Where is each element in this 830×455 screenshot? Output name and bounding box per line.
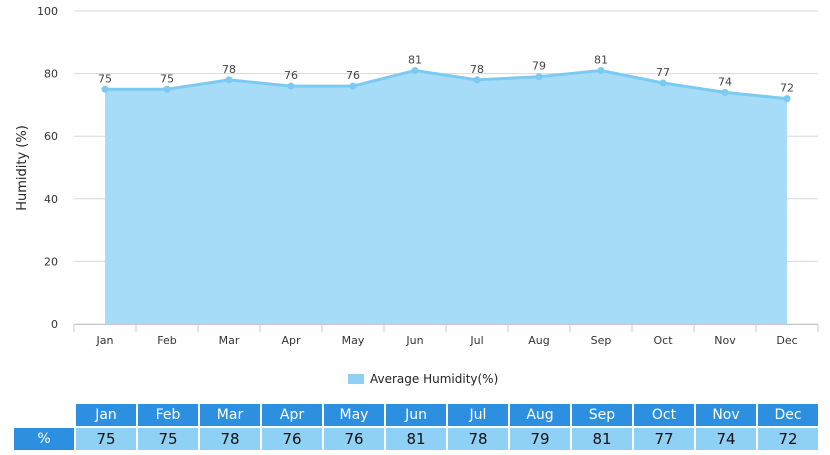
data-label: 81 bbox=[408, 53, 422, 66]
table-value-cell: 78 bbox=[200, 428, 260, 450]
data-point[interactable] bbox=[411, 66, 419, 74]
table-value-cell: 75 bbox=[76, 428, 136, 450]
x-tick-label: May bbox=[342, 334, 365, 347]
table-month-header: Mar bbox=[200, 404, 260, 426]
x-tick-label: Sep bbox=[591, 334, 612, 347]
y-tick-label: 40 bbox=[44, 193, 58, 206]
table-month-header: Dec bbox=[758, 404, 818, 426]
table-value-cell: 72 bbox=[758, 428, 818, 450]
x-tick-label: Jul bbox=[469, 334, 483, 347]
table-month-header: Feb bbox=[138, 404, 198, 426]
x-tick-label: Nov bbox=[714, 334, 736, 347]
area-series bbox=[101, 66, 791, 324]
table-month-header: Apr bbox=[262, 404, 322, 426]
data-label: 75 bbox=[98, 72, 112, 85]
series-line bbox=[105, 68, 788, 101]
y-axis-title: Humidity (%) bbox=[15, 125, 30, 211]
y-tick-label: 80 bbox=[44, 68, 58, 81]
y-tick-label: 60 bbox=[44, 130, 58, 143]
table-month-header: Jul bbox=[448, 404, 508, 426]
table-value-cell: 81 bbox=[572, 428, 632, 450]
x-tick-label: Apr bbox=[281, 334, 301, 347]
table-month-header: May bbox=[324, 404, 384, 426]
humidity-chart: 0 20 40 60 80 100 Jan Feb Mar Apr May Jun Jul Aug Sep O… bbox=[15, 5, 819, 347]
data-point[interactable] bbox=[163, 85, 171, 93]
data-labels: 75 75 78 76 76 81 78 79 81 77 74 72 bbox=[98, 53, 794, 94]
data-point[interactable] bbox=[349, 82, 357, 90]
table-month-header: Aug bbox=[510, 404, 570, 426]
y-tick-label: 100 bbox=[37, 5, 58, 18]
data-point[interactable] bbox=[473, 76, 481, 84]
table-header-row: Jan Feb Mar Apr May Jun Jul Aug Sep Oct Nov Dec bbox=[14, 404, 818, 426]
table-month-header: Sep bbox=[572, 404, 632, 426]
table-value-cell: 79 bbox=[510, 428, 570, 450]
data-label: 78 bbox=[470, 63, 484, 76]
data-point[interactable] bbox=[287, 82, 295, 90]
table-value-cell: 76 bbox=[262, 428, 322, 450]
data-label: 76 bbox=[284, 69, 298, 82]
table-value-cell: 74 bbox=[696, 428, 756, 450]
x-tick-label: Aug bbox=[528, 334, 549, 347]
data-point[interactable] bbox=[721, 88, 729, 96]
table-value-cell: 81 bbox=[386, 428, 446, 450]
table-month-header: Jan bbox=[76, 404, 136, 426]
axes: 0 20 40 60 80 100 Jan Feb Mar Apr May Jun Jul Aug Sep O… bbox=[37, 5, 819, 347]
x-tick-label: Jun bbox=[405, 334, 423, 347]
data-point[interactable] bbox=[659, 79, 667, 87]
table-month-header: Nov bbox=[696, 404, 756, 426]
legend[interactable]: Average Humidity(%) bbox=[348, 372, 498, 386]
table-value-row: % 75 75 78 76 76 81 78 79 81 77 74 72 bbox=[14, 428, 818, 450]
data-label: 74 bbox=[718, 75, 732, 88]
y-tick-label: 0 bbox=[51, 318, 58, 331]
legend-label: Average Humidity(%) bbox=[370, 372, 499, 386]
data-table: Jan Feb Mar Apr May Jun Jul Aug Sep Oct Nov Dec % 7… bbox=[12, 402, 820, 452]
y-tick-label: 20 bbox=[44, 255, 58, 268]
data-point[interactable] bbox=[101, 85, 109, 93]
x-tick-label: Dec bbox=[776, 334, 797, 347]
table-value-cell: 77 bbox=[634, 428, 694, 450]
table-row-label: % bbox=[14, 428, 74, 450]
data-point[interactable] bbox=[535, 73, 543, 81]
data-label: 75 bbox=[160, 72, 174, 85]
data-point[interactable] bbox=[225, 76, 233, 84]
data-label: 81 bbox=[594, 53, 608, 66]
data-label: 72 bbox=[780, 82, 794, 95]
data-point[interactable] bbox=[783, 95, 791, 103]
table-month-header: Jun bbox=[386, 404, 446, 426]
area-fill bbox=[105, 70, 787, 324]
data-label: 76 bbox=[346, 69, 360, 82]
data-label: 79 bbox=[532, 60, 546, 73]
table-corner bbox=[14, 404, 74, 426]
data-point[interactable] bbox=[597, 66, 605, 74]
x-tick-label: Oct bbox=[653, 334, 673, 347]
table-value-cell: 76 bbox=[324, 428, 384, 450]
table-month-header: Oct bbox=[634, 404, 694, 426]
table-value-cell: 75 bbox=[138, 428, 198, 450]
x-tick-label: Feb bbox=[157, 334, 176, 347]
x-tick-label: Mar bbox=[219, 334, 240, 347]
data-label: 77 bbox=[656, 66, 670, 79]
legend-swatch bbox=[348, 374, 364, 384]
data-label: 78 bbox=[222, 63, 236, 76]
table-value-cell: 78 bbox=[448, 428, 508, 450]
x-tick-label: Jan bbox=[96, 334, 114, 347]
